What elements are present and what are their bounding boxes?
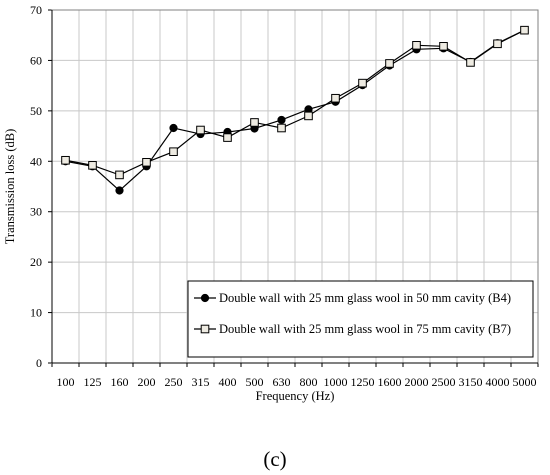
y-tick-label: 30 (30, 205, 42, 219)
series-2-point (88, 161, 97, 170)
legend-box (187, 280, 534, 358)
y-tick-label: 40 (30, 154, 42, 168)
x-tick-label: 1600 (378, 375, 402, 389)
x-tick-label: 630 (273, 375, 291, 389)
x-tick-label: 3150 (459, 375, 483, 389)
x-tick-label: 160 (111, 375, 129, 389)
series-2-point (223, 133, 232, 142)
series-2-point (520, 25, 529, 35)
y-tick-labels: 0 10 20 30 40 50 60 70 (30, 3, 42, 370)
series-2-point (331, 93, 340, 103)
legend-item-2: Double wall with 25 mm glass wool in 75 … (194, 322, 511, 336)
series-1-point (277, 115, 286, 125)
x-tick-label: 315 (192, 375, 210, 389)
series-2-point (358, 78, 367, 88)
series-2-point (142, 157, 151, 167)
x-tick-label: 800 (300, 375, 318, 389)
series-2-point (412, 41, 421, 50)
legend: Double wall with 25 mm glass wool in 50 … (187, 280, 534, 358)
series-2-point (61, 155, 70, 165)
series-2-point (385, 59, 394, 68)
x-tick-labels: 100 125 160 200 250 315 400 500 630 800 1000 1250 16… (57, 375, 537, 389)
y-tick-label: 20 (30, 255, 42, 269)
series-1-point (115, 186, 124, 195)
series-2-point (169, 147, 178, 157)
x-tick-label: 200 (138, 375, 156, 389)
series-1-point (169, 123, 178, 133)
x-tick-label: 4000 (486, 375, 510, 389)
y-axis-title: Transmission loss (dB) (3, 129, 17, 245)
x-tick-label: 1000 (324, 375, 348, 389)
series-2-point (250, 118, 259, 127)
axes (48, 9, 539, 367)
x-tick-label: 2000 (405, 375, 429, 389)
x-tick-label: 400 (219, 375, 237, 389)
legend-label: Double wall with 25 mm glass wool in 50 … (219, 291, 511, 305)
series-1-line (65, 29, 525, 192)
legend-marker (200, 293, 210, 303)
series-2-point (304, 111, 313, 121)
y-tick-label: 50 (30, 104, 42, 118)
x-axis-title: Frequency (Hz) (256, 389, 335, 403)
y-tick-label: 10 (30, 306, 42, 320)
legend-marker (200, 324, 210, 334)
y-tick-label: 60 (30, 53, 42, 67)
x-tick-label: 250 (165, 375, 183, 389)
series-2-point (439, 42, 448, 51)
x-tick-label: 500 (246, 375, 264, 389)
x-tick-label: 100 (57, 375, 75, 389)
series-2-point (115, 170, 124, 180)
legend-label: Double wall with 25 mm glass wool in 75 … (219, 322, 511, 336)
series-2-line (65, 29, 525, 176)
y-tick-label: 0 (36, 356, 42, 370)
series-2-point (466, 58, 475, 67)
panel-label: (c) (263, 447, 286, 471)
series-2-point (196, 125, 205, 135)
series-2-point (493, 39, 502, 49)
x-tick-label: 1250 (351, 375, 375, 389)
series-2 (61, 25, 529, 180)
series-group (61, 25, 529, 195)
legend-item-1: Double wall with 25 mm glass wool in 50 … (194, 291, 511, 305)
x-tick-label: 125 (84, 375, 102, 389)
series-2-point (277, 123, 286, 133)
y-tick-label: 70 (30, 3, 42, 17)
x-tick-label: 5000 (513, 375, 537, 389)
x-tick-label: 2500 (432, 375, 456, 389)
